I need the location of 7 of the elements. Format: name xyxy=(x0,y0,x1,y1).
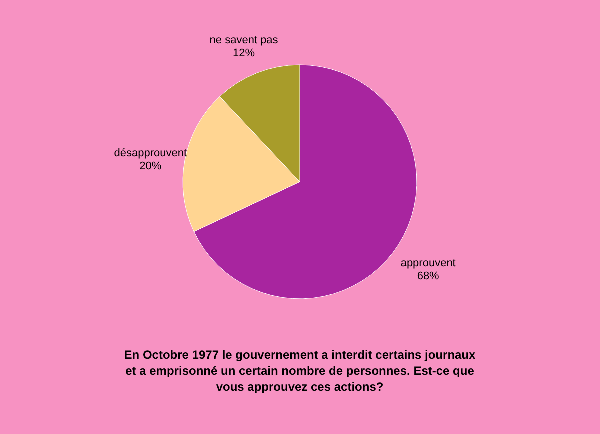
data-label: 68% xyxy=(417,270,440,282)
data-label: 20% xyxy=(140,160,162,173)
data-label: 12% xyxy=(233,48,256,60)
slice-label: ne savent pas xyxy=(210,34,279,47)
slice-label: approuvent xyxy=(400,257,456,270)
slice-label: désapprouvent xyxy=(114,148,188,160)
text: En Octobre 1977 le gouvernement a interdit certains journaux et a emprisonné un certain nombre de personnes. Est-ce que vous approuvez ces actions? xyxy=(124,348,476,394)
